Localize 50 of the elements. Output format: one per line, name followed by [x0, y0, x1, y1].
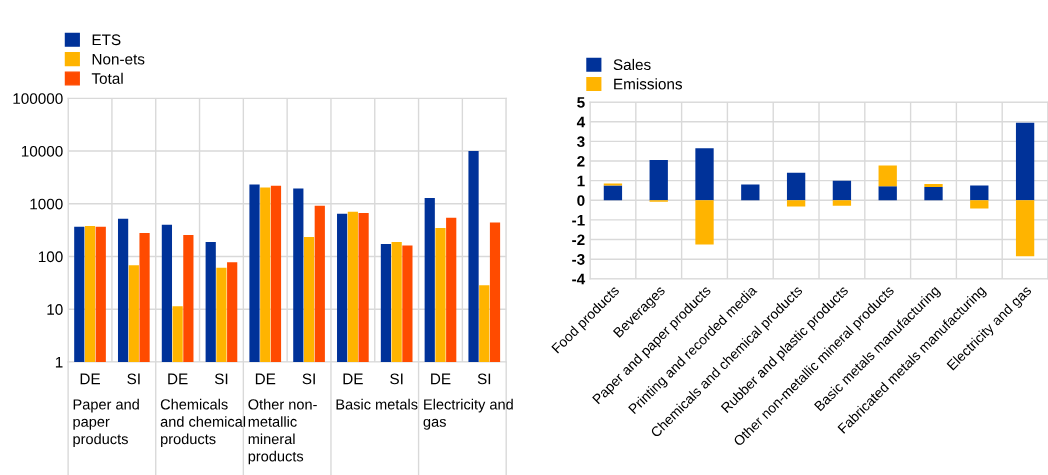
- text: Basic metals: [336, 398, 418, 410]
- x-tick-label: SI: [390, 373, 403, 385]
- bar: [832, 200, 852, 206]
- y-tick-label: 1: [55, 356, 63, 368]
- bar: [786, 172, 806, 201]
- legend-label: Total: [91, 72, 123, 84]
- bar: [695, 148, 714, 201]
- y-tick-label: -4: [572, 273, 586, 285]
- y-tick-label: 100000: [13, 93, 63, 105]
- bar: [878, 165, 897, 187]
- legend-label: Non-ets: [92, 53, 145, 65]
- y-tick-label: 1: [577, 175, 585, 187]
- x-tick-label: SI: [127, 373, 140, 385]
- y-tick-label: 10: [47, 304, 63, 315]
- legend-label: ETS: [92, 34, 121, 46]
- y-tick-label: 3: [577, 136, 585, 148]
- y-tick-label: -2: [572, 234, 585, 246]
- bar: [924, 186, 943, 201]
- x-tick-label: SI: [302, 373, 315, 385]
- bar: [695, 200, 714, 245]
- bar: [1015, 122, 1035, 201]
- y-tick-label: 2: [577, 155, 585, 167]
- x-tick-label: DE: [431, 373, 451, 385]
- x-tick-label: DE: [343, 373, 363, 385]
- y-tick-label: 10000: [21, 145, 63, 157]
- y-tick-label: 0: [577, 195, 585, 206]
- x-tick-label: DE: [80, 373, 100, 385]
- x-tick-label: DE: [255, 373, 276, 385]
- bar: [741, 184, 760, 201]
- y-tick-label: 1000: [30, 198, 63, 210]
- y-tick-label: -1: [572, 214, 585, 226]
- y-tick-label: 100: [38, 251, 63, 263]
- y-tick-label: 5: [577, 97, 585, 108]
- bar: [924, 184, 943, 187]
- bar: [970, 200, 989, 209]
- x-tick-label: DE: [168, 373, 188, 385]
- x-tick-label: SI: [477, 373, 491, 385]
- y-tick-label: 4: [576, 116, 586, 128]
- legend-label: Emissions: [614, 78, 683, 90]
- bar: [878, 186, 897, 201]
- bar: [832, 180, 852, 201]
- bar: [1015, 200, 1035, 257]
- bar: [970, 185, 989, 201]
- bar: [649, 160, 668, 201]
- text: Other non- metallic mineral products: [248, 398, 317, 465]
- bar: [786, 200, 806, 207]
- legend-label: Sales: [613, 58, 651, 71]
- x-tick-label: SI: [214, 373, 228, 385]
- y-tick-label: -3: [572, 254, 585, 265]
- bar: [603, 185, 623, 201]
